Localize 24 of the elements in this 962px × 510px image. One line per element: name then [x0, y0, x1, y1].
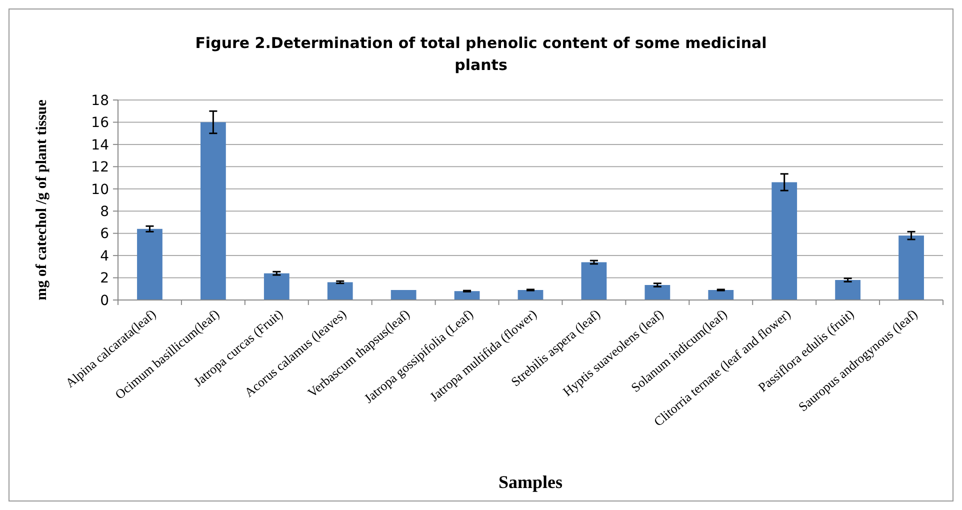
bar [835, 280, 860, 300]
y-tick-label: 16 [91, 115, 110, 132]
bar [644, 285, 670, 300]
bar [264, 273, 290, 300]
y-tick-label: 10 [91, 182, 109, 198]
bar [137, 228, 162, 300]
y-tick-label: 0 [100, 292, 109, 309]
bar [898, 236, 924, 300]
bar [581, 262, 607, 300]
bar [772, 182, 798, 300]
y-tick-label: 4 [100, 248, 110, 264]
y-tick-label: 14 [91, 137, 110, 154]
y-tick-label: 6 [100, 226, 110, 242]
bar [708, 290, 734, 300]
y-axis-title: mg of catechol /g of plant tissue [34, 99, 50, 300]
chart-title: Figure 2.Determination of total phenolic content of some medicinal plants [195, 34, 767, 74]
bar [327, 282, 353, 300]
bar [390, 290, 416, 300]
y-tick-label: 8 [100, 204, 109, 220]
y-tick-label: 12 [91, 160, 109, 176]
bar [200, 122, 226, 300]
y-tick-label: 2 [100, 270, 109, 287]
y-tick-label: 18 [91, 92, 109, 109]
x-axis-title: Samples [498, 472, 563, 492]
